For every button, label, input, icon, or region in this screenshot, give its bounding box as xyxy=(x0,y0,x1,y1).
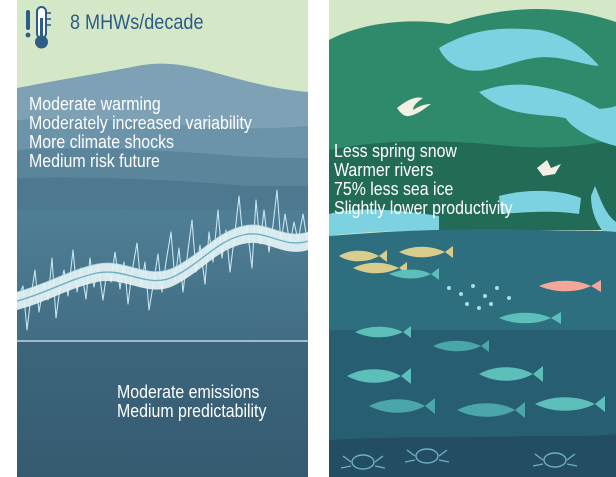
lower-shading xyxy=(17,340,308,477)
fish-icon xyxy=(539,280,601,292)
fish-icon xyxy=(499,312,561,324)
fish-school xyxy=(339,246,605,418)
fish-icon xyxy=(479,366,543,382)
footer-emissions: Moderate emissions xyxy=(117,381,260,402)
thermometer-warning-icon xyxy=(25,6,51,49)
fish-icon xyxy=(389,268,439,280)
fish-icon xyxy=(457,402,525,418)
fish-icon xyxy=(339,250,387,262)
left-panel-illustration xyxy=(17,0,308,477)
ice-floe-left xyxy=(329,209,439,236)
right-panel-illustration xyxy=(329,0,616,477)
scenario-footer: Moderate emissions Medium predictability xyxy=(117,382,266,420)
fish-icon xyxy=(535,396,605,412)
river-channel xyxy=(591,186,616,244)
fish-icon xyxy=(399,246,453,258)
bird-eagle-icon xyxy=(397,97,431,117)
trait-warming: Moderate warming xyxy=(29,93,161,114)
smoothed-trend-edge xyxy=(17,224,308,293)
trait-sea-ice: 75% less sea ice xyxy=(334,178,454,199)
fish-icon xyxy=(369,398,435,414)
snow-patch-right xyxy=(564,106,616,146)
snow-patch-upper xyxy=(439,28,599,71)
fish-icon xyxy=(353,262,407,274)
trait-risk-future: Medium risk future xyxy=(29,150,160,171)
bird-seagull-icon xyxy=(537,160,561,176)
ecosystem-traits: Less spring snow Warmer rivers 75% less … xyxy=(334,141,513,217)
crab-icon xyxy=(532,452,578,468)
trait-warmer-rivers: Warmer rivers xyxy=(334,159,434,180)
trait-variability: Moderately increased variability xyxy=(29,112,252,133)
fish-icon xyxy=(433,340,489,352)
scenario-traits: Moderate warming Moderately increased va… xyxy=(29,94,252,170)
footer-predictability: Medium predictability xyxy=(117,400,267,421)
mhw-frequency-label: 8 MHWs/decade xyxy=(70,11,204,34)
right-panel: Less spring snow Warmer rivers 75% less … xyxy=(329,0,616,477)
trait-spring-snow: Less spring snow xyxy=(334,140,457,161)
crab-icon xyxy=(404,448,450,464)
smoothed-trend-line xyxy=(17,233,308,302)
fish-icon xyxy=(347,368,411,384)
snow-patch-middle xyxy=(479,84,616,136)
trait-productivity: Slightly lower productivity xyxy=(334,197,513,218)
fish-icon xyxy=(355,326,411,338)
seafloor xyxy=(329,434,616,477)
ice-floe-right xyxy=(499,190,581,214)
left-panel: 8 MHWs/decade Moderate warming Moderatel… xyxy=(17,0,308,477)
trait-climate-shocks: More climate shocks xyxy=(29,131,175,152)
crab-icon xyxy=(340,454,386,470)
smoothed-trend-band xyxy=(17,224,308,310)
